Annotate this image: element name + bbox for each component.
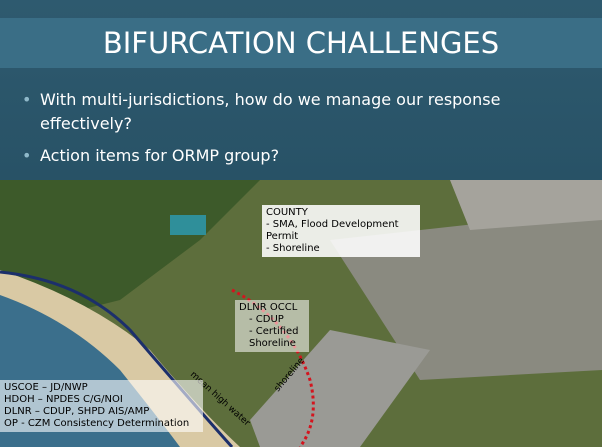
agencies-box: USCOE – JD/NWP HDOH – NPDES C/G/NOI DLNR… xyxy=(0,380,203,432)
box-item: - SMA, Flood Development Permit xyxy=(266,219,416,243)
box-item: - Certified Shoreline xyxy=(239,326,305,350)
title: BIFURCATION CHALLENGES xyxy=(0,18,602,68)
bullet-list: With multi-jurisdictions, how do we mana… xyxy=(22,88,582,176)
agency: DLNR – CDUP, SHPD AIS/AMP xyxy=(4,406,199,418)
box-item: - CDUP xyxy=(239,314,305,326)
bullet: Action items for ORMP group? xyxy=(22,144,582,168)
box-heading: DLNR OCCL xyxy=(239,302,305,314)
county-box: COUNTY - SMA, Flood Development Permit -… xyxy=(262,205,420,257)
box-heading: COUNTY xyxy=(266,207,416,219)
dlnr-occl-box: DLNR OCCL - CDUP - Certified Shoreline xyxy=(235,300,309,352)
bullet: With multi-jurisdictions, how do we mana… xyxy=(22,88,582,136)
agency: HDOH – NPDES C/G/NOI xyxy=(4,394,199,406)
box-item: - Shoreline xyxy=(266,243,416,255)
slide: BIFURCATION CHALLENGES With multi-jurisd… xyxy=(0,0,602,447)
agency: USCOE – JD/NWP xyxy=(4,382,199,394)
agency: OP - CZM Consistency Determination xyxy=(4,418,199,430)
